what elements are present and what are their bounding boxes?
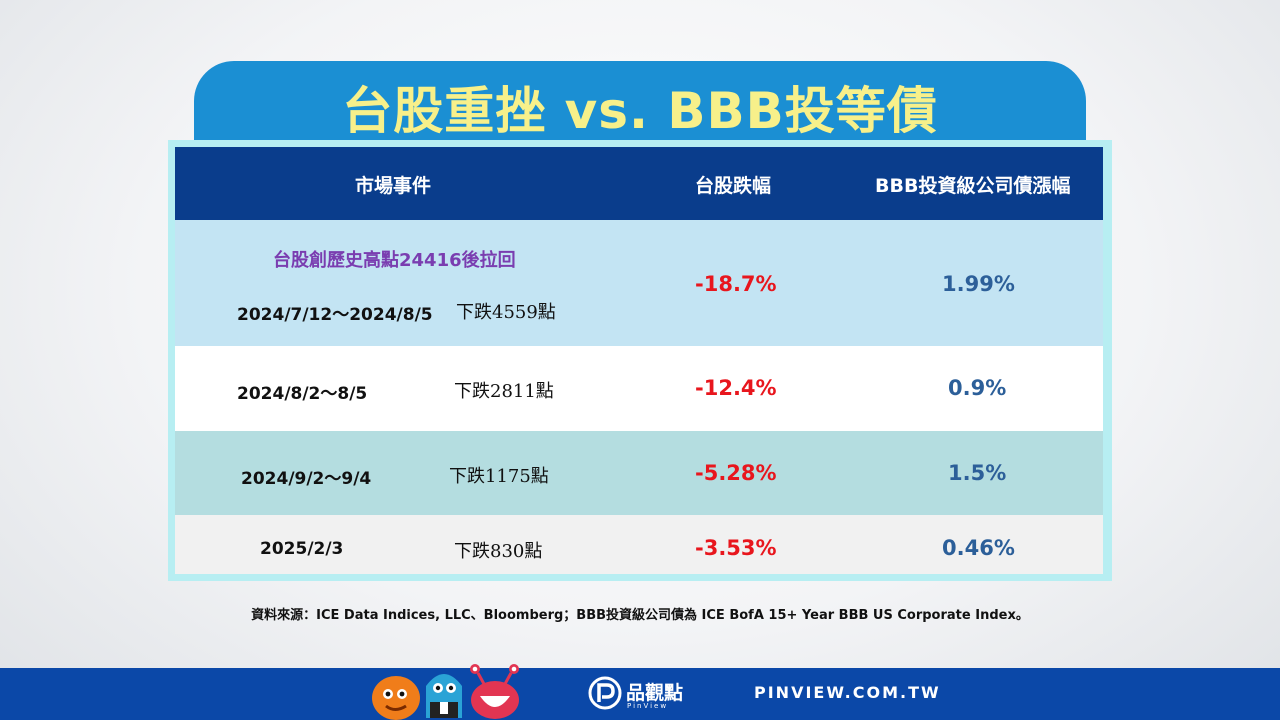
footer-bar <box>0 668 1280 720</box>
table-row: 2024/8/2～8/5 下跌2811點 -12.4% 0.9% <box>175 346 1103 431</box>
event-drop: 下跌2811點 <box>454 381 554 402</box>
title-banner: 台股重挫 vs. BBB投等債 <box>194 61 1086 153</box>
mascot-blue-icon <box>426 674 462 718</box>
event-date: 2024/8/2～8/5 <box>237 384 368 404</box>
mascot-red-icon <box>470 664 519 719</box>
table-row: 2024/9/2～9/4 下跌1175點 -5.28% 1.5% <box>175 431 1103 515</box>
header-market-event: 市場事件 <box>355 175 432 197</box>
tw-drop-value: -3.53% <box>695 536 777 560</box>
tw-drop-value: -5.28% <box>695 461 777 485</box>
tw-drop-value: -18.7% <box>695 272 777 296</box>
bbb-gain-value: 0.46% <box>942 536 1015 560</box>
header-bbb-gain: BBB投資級公司債漲幅 <box>875 175 1071 197</box>
event-date: 2024/7/12～2024/8/5 <box>237 305 433 325</box>
mascots-group <box>372 664 519 720</box>
tw-drop-value: -12.4% <box>695 376 777 400</box>
table-row: 2025/2/3 下跌830點 -3.53% 0.46% <box>175 515 1103 574</box>
table-header: 市場事件 台股跌幅 BBB投資級公司債漲幅 <box>175 147 1103 220</box>
event-date: 2024/9/2～9/4 <box>241 469 372 489</box>
event-date: 2025/2/3 <box>260 539 344 559</box>
page-title: 台股重挫 vs. BBB投等債 <box>342 82 938 140</box>
mascot-orange-icon <box>372 676 420 720</box>
logo-subtext: PinView <box>627 702 669 710</box>
event-drop: 下跌4559點 <box>456 302 556 323</box>
comparison-table: 市場事件 台股跌幅 BBB投資級公司債漲幅 台股創歷史高點24416後拉回 20… <box>175 147 1103 574</box>
table-row: 台股創歷史高點24416後拉回 2024/7/12～2024/8/5 下跌455… <box>175 220 1103 346</box>
event-drop: 下跌1175點 <box>449 466 549 487</box>
comparison-table-frame: 市場事件 台股跌幅 BBB投資級公司債漲幅 台股創歷史高點24416後拉回 20… <box>168 140 1112 581</box>
logo-text: 品觀點 <box>626 682 684 704</box>
header-tw-drop: 台股跌幅 <box>695 175 772 197</box>
bbb-gain-value: 0.9% <box>948 376 1007 400</box>
event-drop: 下跌830點 <box>454 541 543 562</box>
bbb-gain-value: 1.99% <box>942 272 1015 296</box>
source-note: 資料來源：ICE Data Indices, LLC、Bloomberg；BBB… <box>251 608 1029 623</box>
website-link[interactable]: PINVIEW.COM.TW <box>754 683 941 702</box>
pinview-logo-icon <box>588 676 622 710</box>
bbb-gain-value: 1.5% <box>948 461 1007 485</box>
event-title: 台股創歷史高點24416後拉回 <box>273 250 516 271</box>
